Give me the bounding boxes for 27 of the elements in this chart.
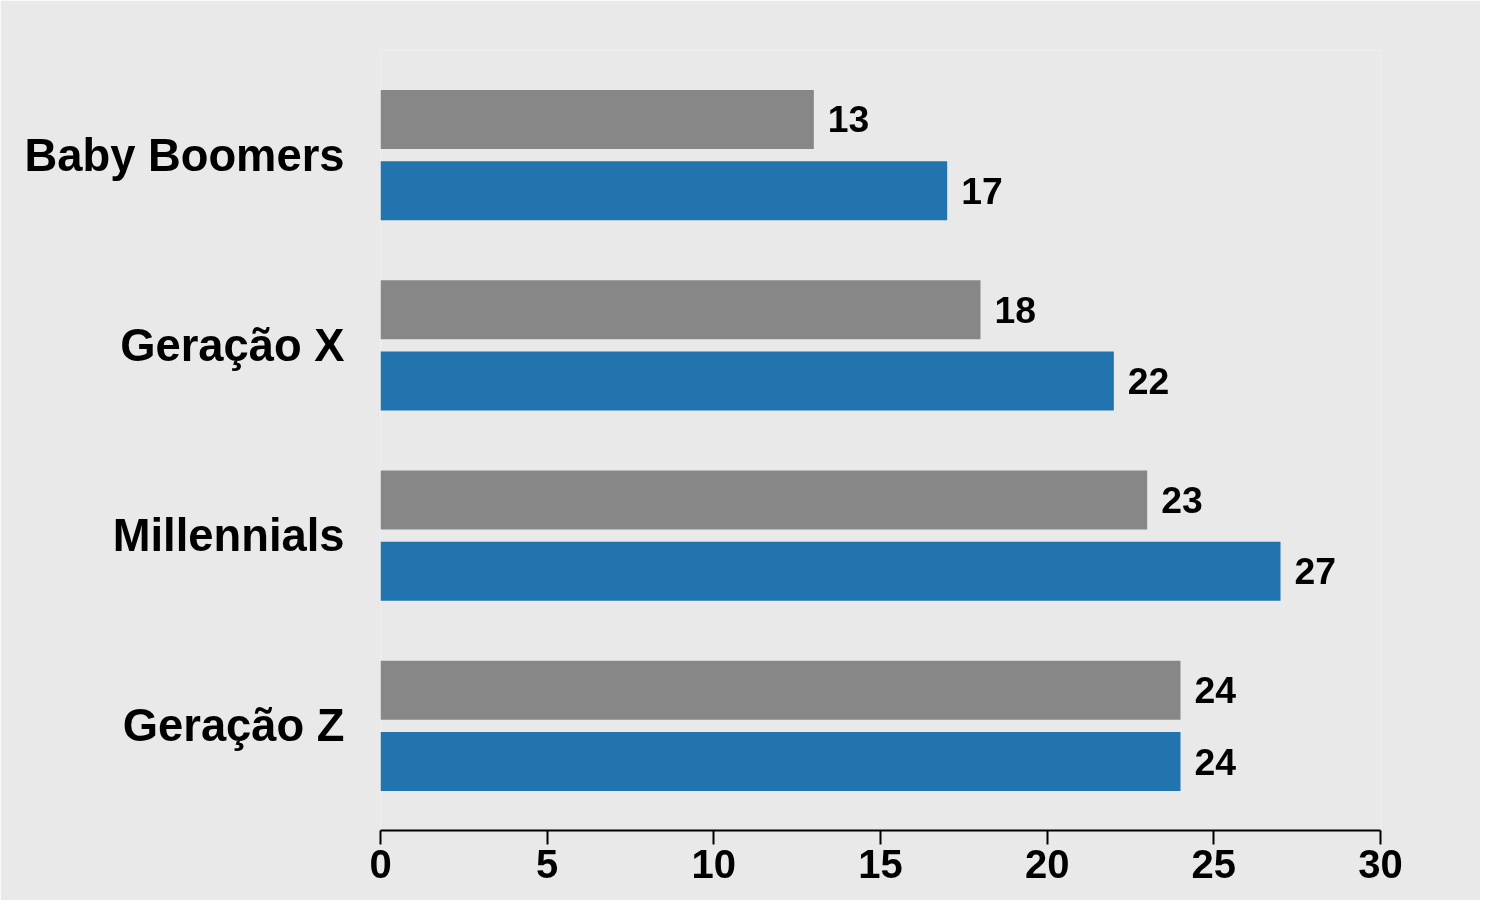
bar [380,470,1148,530]
bar [380,732,1181,792]
x-tick-label: 30 [1358,841,1403,886]
x-tick-label: 5 [536,841,559,886]
data-label: 24 [1194,740,1237,783]
data-label: 24 [1194,669,1237,712]
bar [380,541,1281,601]
x-tick-label: 25 [1191,841,1237,886]
bar [380,89,814,149]
bar [380,161,948,221]
x-tick-label: 0 [369,841,392,886]
y-tick-label: Geração X [120,319,345,371]
x-tick-label: 10 [691,841,737,886]
y-tick-label: Millennials [112,510,345,562]
x-tick-label: 20 [1024,841,1070,886]
data-label: 17 [961,169,1003,212]
bar [380,660,1181,720]
bar [380,351,1114,411]
bar [380,280,981,340]
y-tick-label: Geração Z [122,700,345,752]
x-tick-label: 15 [858,841,903,886]
data-label: 13 [827,98,870,141]
data-label: 23 [1161,478,1203,521]
data-label: 27 [1294,550,1337,593]
y-tick-label: Baby Boomers [24,129,345,181]
data-label: 22 [1127,360,1170,403]
data-label: 18 [994,288,1037,331]
